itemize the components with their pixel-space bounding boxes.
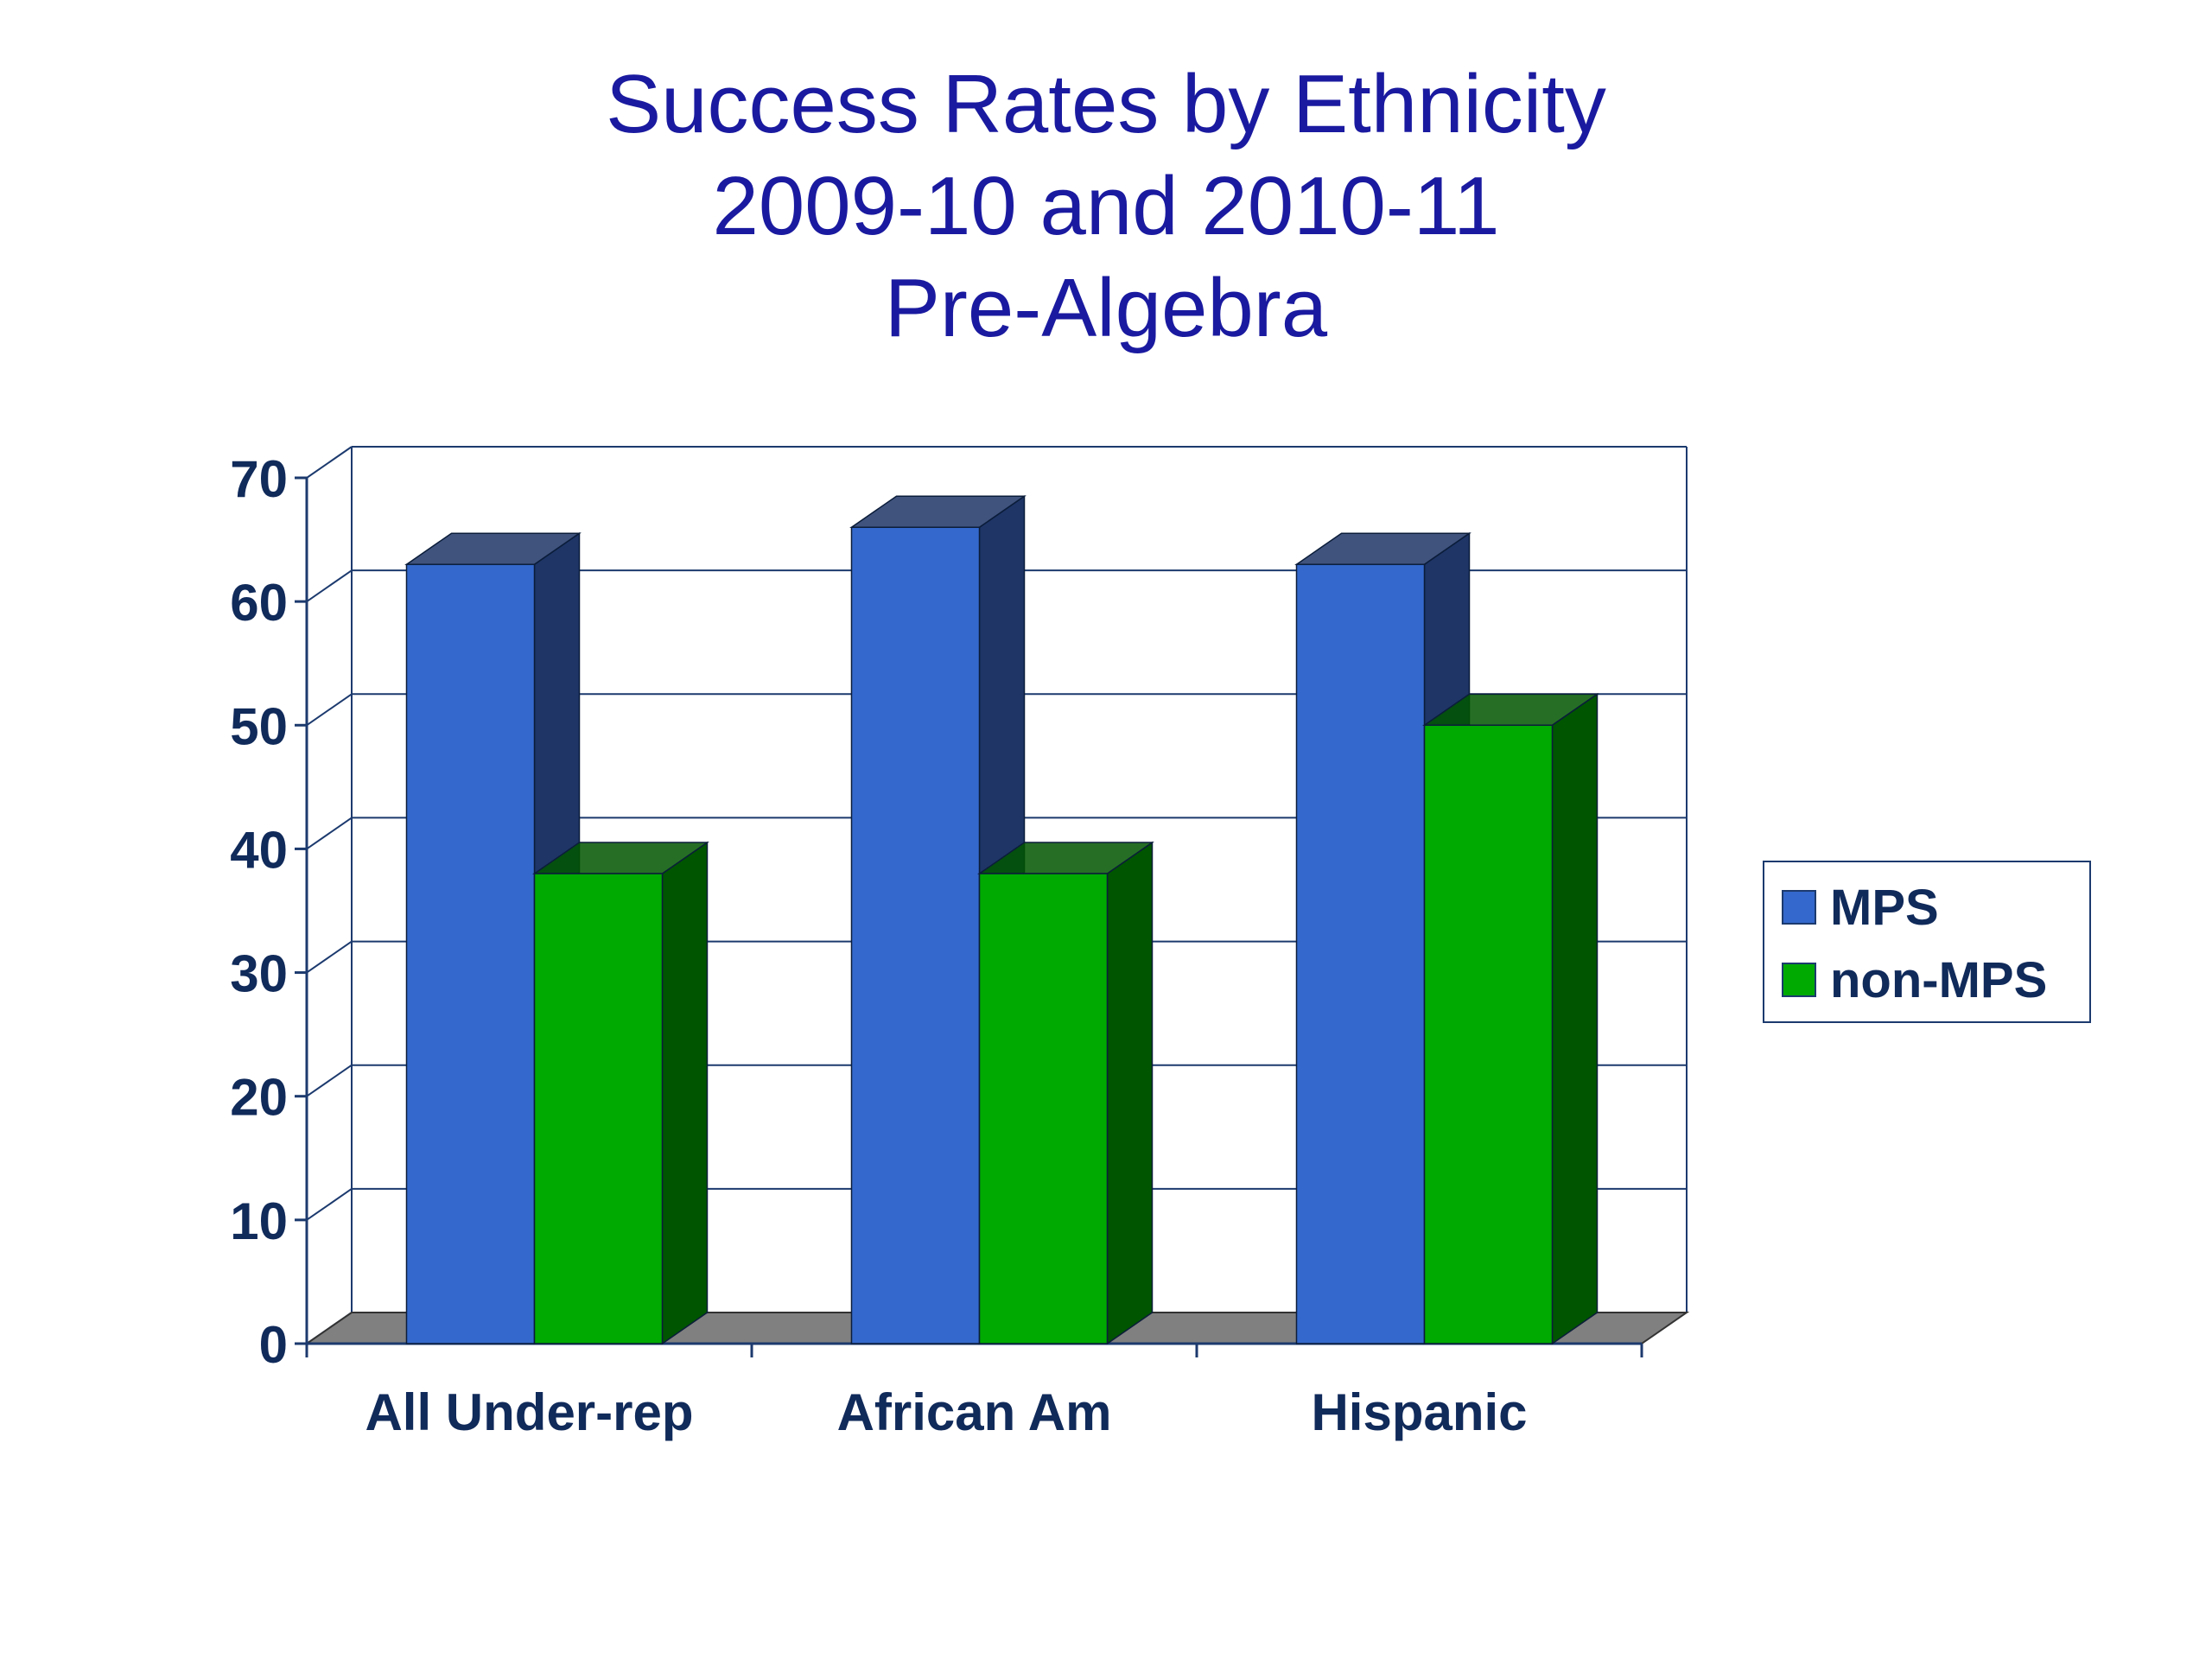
legend-swatch-mps [1782, 890, 1816, 925]
legend-label-non-mps: non-MPS [1830, 951, 2048, 1008]
x-category-label-1: African Am [837, 1383, 1112, 1441]
legend: MPS non-MPS [1763, 861, 2091, 1023]
side-grid-60 [306, 569, 353, 602]
bar-non-mps-all-under-rep [533, 873, 664, 1344]
bar-side-non-mps-african-am [1106, 841, 1154, 1345]
legend-item-non-mps: non-MPS [1782, 951, 2048, 1008]
y-tick-label-40: 40 [230, 821, 288, 879]
side-grid-20 [306, 1064, 353, 1097]
bar-non-mps-hispanic [1423, 724, 1554, 1344]
side-grid-50 [306, 693, 353, 727]
y-tick-label-0: 0 [259, 1316, 288, 1374]
bar-non-mps-african-am [978, 873, 1109, 1344]
bar-mps-african-am [850, 526, 981, 1344]
chart-title: Success Rates by Ethnicity 2009-10 and 2… [0, 54, 2212, 359]
y-tick-label-30: 30 [230, 945, 288, 1003]
x-category-label-0: All Under-rep [365, 1383, 693, 1441]
y-tick-label-50: 50 [230, 697, 288, 755]
side-grid-30 [306, 940, 353, 974]
legend-item-mps: MPS [1782, 880, 1939, 936]
legend-label-mps: MPS [1830, 879, 1939, 936]
bar-side-non-mps-hispanic [1551, 692, 1599, 1345]
title-line-1: Success Rates by Ethnicity [606, 58, 1606, 150]
bar-mps-hispanic [1295, 563, 1426, 1344]
legend-swatch-non-mps [1782, 963, 1816, 997]
y-tick-label-70: 70 [230, 450, 288, 508]
side-grid-10 [306, 1188, 353, 1221]
y-tick-label-10: 10 [230, 1192, 288, 1250]
title-line-2: 2009-10 and 2010-11 [712, 160, 1500, 252]
bar-side-non-mps-all-under-rep [661, 841, 709, 1345]
side-grid-70 [306, 446, 353, 479]
y-tick-label-60: 60 [230, 574, 288, 632]
title-line-3: Pre-Algebra [884, 262, 1328, 354]
bar-mps-all-under-rep [405, 563, 536, 1344]
y-tick-label-20: 20 [230, 1069, 288, 1127]
side-grid-40 [306, 817, 353, 850]
x-category-label-2: Hispanic [1311, 1383, 1527, 1441]
